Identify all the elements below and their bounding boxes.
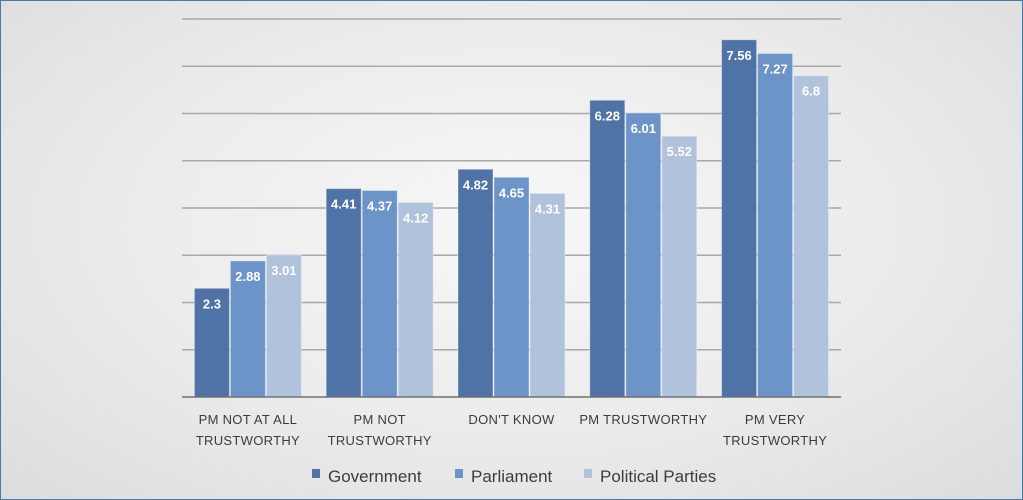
legend-swatch [312,469,320,478]
data-label: 6.8 [802,84,820,99]
bar-parliament [493,176,530,398]
legend: Government Parliament Political Parties [312,467,716,486]
data-label: 5.52 [667,144,692,159]
bar-government [457,168,494,398]
data-label: 4.65 [499,185,524,200]
x-tick-label: PM VERY [745,412,805,427]
data-label: 4.41 [331,197,356,212]
x-tick-label: TRUSTWORTHY [196,433,300,448]
bar-political-parties [661,135,698,398]
data-label: 7.27 [762,61,787,76]
x-tick-label: DON'T KNOW [468,412,555,427]
data-label: 6.28 [595,108,620,123]
legend-swatch [584,469,592,478]
x-tick-label: TRUSTWORTHY [328,433,432,448]
legend-label: Government [328,467,422,486]
legend-swatch [455,469,463,478]
bar-political-parties [397,201,434,398]
data-label: 4.82 [463,177,488,192]
bar-government [325,188,362,398]
data-label: 7.56 [726,48,751,63]
data-label: 3.01 [271,263,296,278]
x-tick-label: TRUSTWORTHY [723,433,827,448]
data-label: 2.3 [203,296,221,311]
data-label: 4.12 [403,210,428,225]
bar-parliament [757,52,794,398]
bar-political-parties [265,254,302,398]
bar-political-parties [793,75,830,398]
bar-government [589,99,626,398]
data-label: 6.01 [631,121,656,136]
x-tick-labels: PM NOT AT ALL TRUSTWORTHY PM NOT TRUSTWORTH… [196,412,827,448]
x-tick-label: PM NOT [354,412,406,427]
bar-parliament [361,190,398,398]
bar-political-parties [529,192,566,398]
data-label: 2.88 [235,269,260,284]
bar-government [721,39,758,398]
x-tick-label: PM NOT AT ALL [199,412,298,427]
bar-government [193,287,230,398]
data-label: 4.37 [367,199,392,214]
x-tick-label: PM TRUSTWORTHY [579,412,707,427]
bars: 2.3 4.41 4.82 6.28 7.56 2.88 4.37 4.65 6.01 7.27 3… [193,39,830,398]
data-label: 4.31 [535,201,560,216]
legend-label: Parliament [471,467,553,486]
bar-parliament [625,112,662,398]
legend-label: Political Parties [600,467,716,486]
